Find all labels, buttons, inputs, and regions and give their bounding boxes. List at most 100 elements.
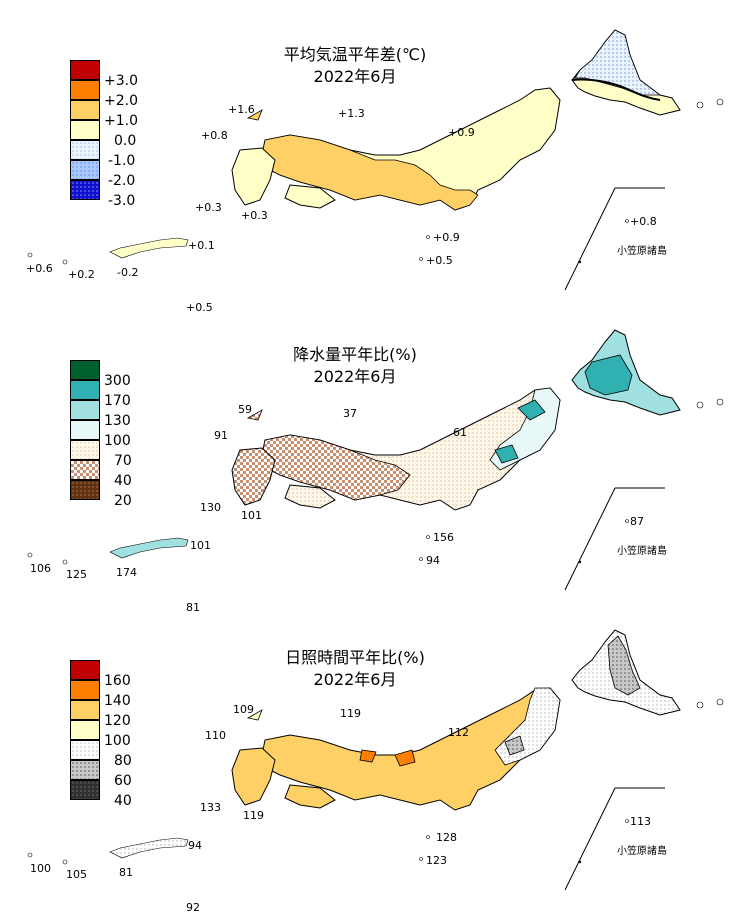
station-value: 61 — [453, 426, 467, 439]
legend-swatch-2 — [70, 680, 100, 700]
inset-border-diagonal — [564, 787, 616, 891]
station-value: +0.3 — [195, 201, 222, 214]
legend-label: 120 — [104, 713, 131, 729]
station-value: 81 — [186, 601, 200, 614]
tsushima-island — [246, 109, 263, 121]
legend-swatch-3 — [70, 400, 100, 420]
legend-swatch-1 — [70, 60, 100, 80]
hokkaido-wet-area — [584, 354, 633, 396]
station-value: 94 — [426, 554, 440, 567]
legend-label: 80 — [114, 753, 132, 769]
legend-label: 100 — [104, 433, 131, 449]
ogasawara-label: 小笠原諸島 — [617, 846, 667, 857]
sunshine-title-line2: 2022年6月 — [313, 670, 397, 689]
legend-swatch-4 — [70, 720, 100, 740]
legend-label: -2.0 — [108, 173, 136, 189]
inset-border-diagonal — [564, 487, 616, 591]
legend-label: +1.0 — [104, 113, 138, 129]
station-value: 113 — [630, 815, 651, 828]
station-value: +0.9 — [448, 126, 475, 139]
station-value: 174 — [116, 566, 137, 579]
precipitation-map — [27, 329, 724, 591]
legend-swatch-5 — [70, 140, 100, 160]
station-value: 130 — [200, 501, 221, 514]
kyushu-region — [231, 147, 276, 206]
legend-swatch-2 — [70, 380, 100, 400]
hokkaido-low-sun-area — [607, 635, 641, 696]
temperature-map — [27, 29, 724, 291]
station-value: +0.5 — [426, 254, 453, 267]
station-value: 87 — [630, 515, 644, 528]
legend-swatch-5 — [70, 740, 100, 760]
legend-swatch-1 — [70, 660, 100, 680]
temperature-title-line1: 平均気温平年差(℃) — [283, 45, 427, 64]
tohoku-grey-spot — [504, 735, 525, 756]
station-value: 110 — [205, 729, 226, 742]
station-value: 101 — [190, 539, 211, 552]
station-value: 123 — [426, 854, 447, 867]
station-value: +0.3 — [241, 209, 268, 222]
legend-label: 70 — [114, 453, 132, 469]
ryukyu-islands — [109, 837, 189, 859]
shikoku-region — [284, 484, 336, 509]
station-value: 109 — [233, 703, 254, 716]
station-value: +0.8 — [630, 215, 657, 228]
hokkaido-contour — [571, 78, 661, 101]
station-value: 106 — [30, 562, 51, 575]
shikoku-region — [284, 184, 336, 209]
tohoku-wet-spot — [517, 399, 546, 421]
tsushima-island — [246, 709, 263, 721]
station-value: 91 — [214, 429, 228, 442]
precipitation-title-line2: 2022年6月 — [313, 367, 397, 386]
legend-label: 300 — [104, 373, 131, 389]
station-value: 37 — [343, 407, 357, 420]
legend-swatch-7 — [70, 780, 100, 800]
legend-label: 140 — [104, 693, 131, 709]
sunshine-ratio-panel: 日照時間平年比(%) 2022年6月 160 140 120 100 80 60… — [0, 600, 750, 914]
legend-swatch-6 — [70, 460, 100, 480]
station-value: +1.6 — [228, 103, 255, 116]
station-value: 101 — [241, 509, 262, 522]
legend-label: 60 — [114, 773, 132, 789]
legend-swatch-2 — [70, 80, 100, 100]
station-value: +0.9 — [433, 231, 460, 244]
station-value: +0.8 — [201, 129, 228, 142]
station-value: 119 — [243, 809, 264, 822]
temperature-title-line2: 2022年6月 — [313, 67, 397, 86]
legend-label: 160 — [104, 673, 131, 689]
legend-swatch-6 — [70, 160, 100, 180]
station-value: 156 — [433, 531, 454, 544]
station-value: -0.2 — [117, 266, 139, 279]
station-value: +0.2 — [68, 268, 95, 281]
station-value: +0.1 — [188, 239, 215, 252]
legend-label: 0.0 — [114, 133, 137, 149]
station-value: 119 — [340, 707, 361, 720]
station-value: +1.3 — [338, 107, 365, 120]
honshu-region — [259, 687, 561, 811]
legend-label: -1.0 — [108, 153, 136, 169]
ryukyu-islands — [109, 537, 189, 559]
station-value: 133 — [200, 801, 221, 814]
legend-swatch-4 — [70, 420, 100, 440]
west-japan-dry-area — [259, 434, 411, 501]
legend-label: 20 — [114, 493, 132, 509]
shikoku-region — [284, 784, 336, 809]
legend-label: 40 — [114, 793, 132, 809]
inset-border-diagonal — [564, 187, 616, 291]
sunshine-map — [27, 629, 724, 891]
legend-swatch-6 — [70, 760, 100, 780]
precipitation-ratio-panel: 降水量平年比(%) 2022年6月 300 170 130 100 70 40 … — [0, 300, 750, 614]
station-value: 100 — [30, 862, 51, 875]
kyushu-region — [231, 447, 276, 506]
legend-label: 40 — [114, 473, 132, 489]
legend-swatch-5 — [70, 440, 100, 460]
station-value: +0.6 — [26, 262, 53, 275]
legend-swatch-4 — [70, 120, 100, 140]
legend-swatch-3 — [70, 100, 100, 120]
ryukyu-islands — [109, 237, 189, 259]
temperature-anomaly-panel: 平均気温平年差(℃) 2022年6月 +3.0 +2.0 +1.0 0.0 -1… — [0, 0, 750, 314]
ogasawara-label: 小笠原諸島 — [617, 246, 667, 257]
legend-label: 170 — [104, 393, 131, 409]
kanto-wet-spot — [494, 444, 519, 464]
